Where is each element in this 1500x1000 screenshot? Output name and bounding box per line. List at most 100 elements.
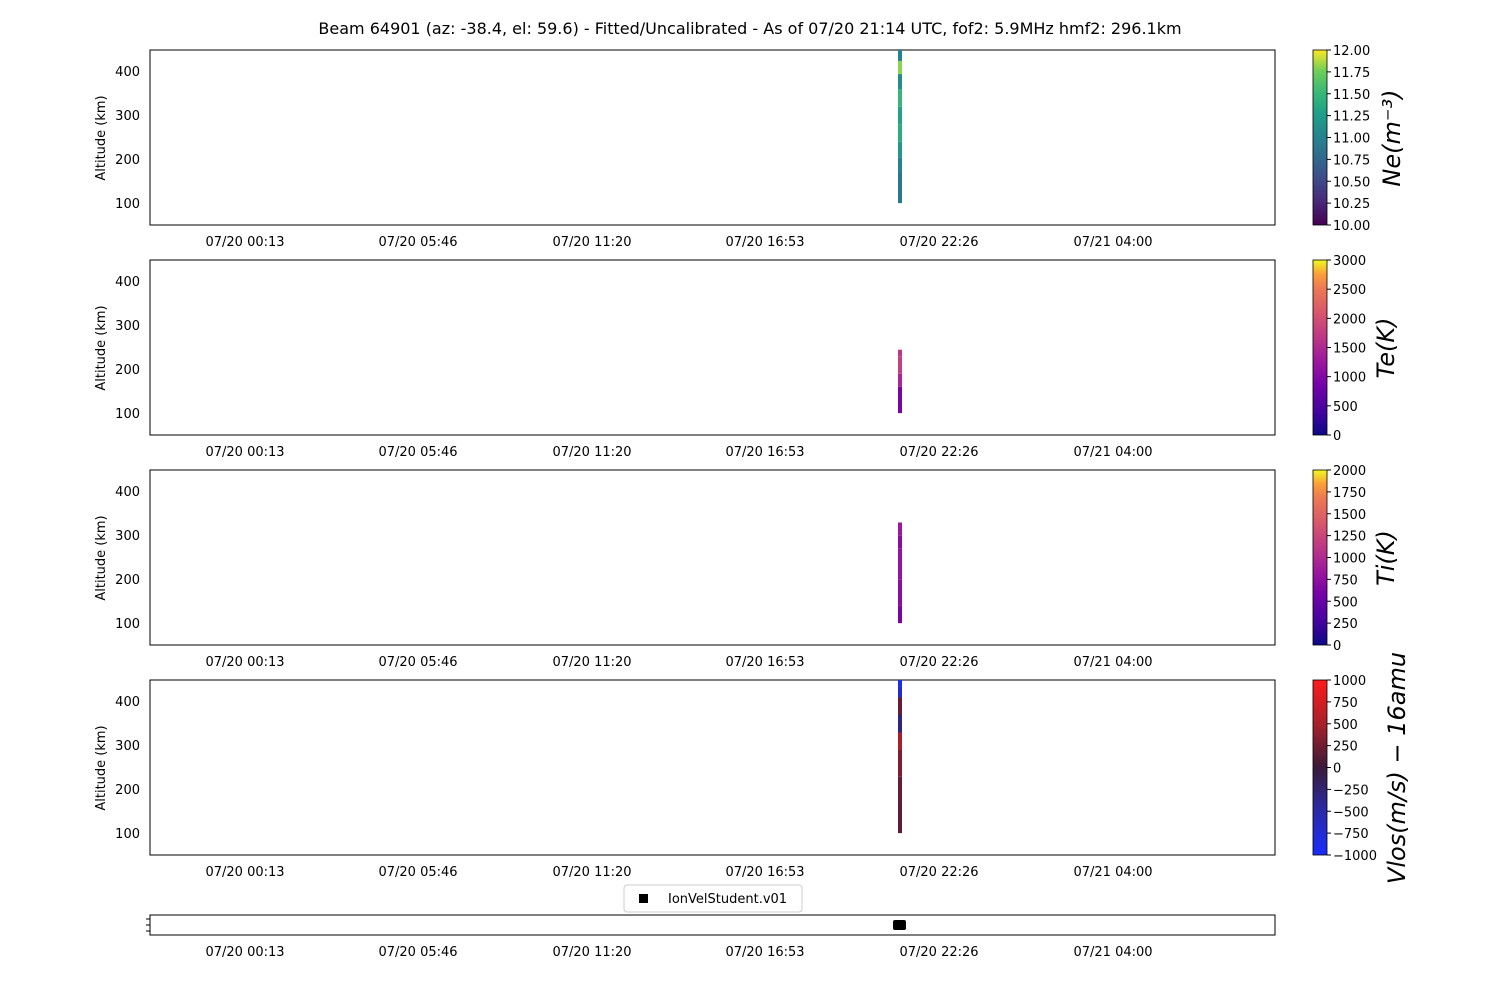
x-tick-label: 07/20 05:46 [378,865,457,880]
colorbar-label: Vlos(m/s) − 16amu [1383,652,1411,884]
colorbar-tick-label: 2000 [1333,312,1366,327]
heatmap-cell [898,776,902,803]
heatmap-cells [898,50,902,204]
heatmap-cell [898,356,902,374]
colorbar-tick-label: 10.75 [1333,153,1370,168]
heatmap-cell [898,605,902,624]
heatmap-cell [898,89,902,107]
colorbar-tick-label: 750 [1333,696,1358,711]
colorbar-tick-label: 11.50 [1333,88,1370,103]
x-tick-label: 07/20 05:46 [378,235,457,250]
colorbar-tick-label: 250 [1333,617,1358,632]
y-tick-label: 400 [115,695,140,710]
x-tick-label: 07/20 05:46 [378,945,457,960]
heatmap-cells [898,680,902,834]
heatmap-cell [898,172,902,204]
colorbar-tick-label: 10.50 [1333,175,1370,190]
colorbar [1312,469,1328,646]
x-tick-label: 07/20 22:26 [899,865,978,880]
heatmap-cell [898,373,902,387]
y-tick-label: 100 [115,617,140,632]
colorbar-tick-label: 1500 [1333,342,1366,357]
colorbar-tick-label: 10.25 [1333,197,1370,212]
y-tick-label: 400 [115,65,140,80]
heatmap-cell [898,74,902,90]
colorbar-tick-label: 1250 [1333,530,1366,545]
y-tick-label: 400 [115,275,140,290]
x-tick-label: 07/20 05:46 [378,655,457,670]
colorbar [1312,679,1328,856]
x-tick-label: 07/20 11:20 [552,445,631,460]
x-tick-label: 07/21 04:00 [1073,235,1152,250]
colorbar-tick-label: 11.00 [1333,132,1370,147]
indicator-strip: 07/20 00:13 07/20 05:46 07/20 11:20 07/2… [146,914,1276,960]
heatmap-cell [898,535,902,549]
y-tick-label: 300 [115,109,140,124]
strip-area [149,914,1276,936]
colorbar-tick-label: −1000 [1333,849,1377,864]
colorbar-tick-label: 500 [1333,400,1358,415]
heatmap-cell [898,686,902,698]
colorbar-ticks: 0 500 1000 1500 2000 2500 3000 [1327,254,1366,444]
heatmap-cell [898,124,902,142]
heatmap-cell [898,802,902,834]
y-tick-label: 300 [115,319,140,334]
colorbar-tick-label: 1000 [1333,674,1366,689]
heatmap-cell [898,349,902,357]
heatmap-cell [898,50,902,61]
legend-marker-square [639,894,648,903]
y-tick-label: 200 [115,153,140,168]
y-axis-label: Altitude (km) [94,725,109,810]
figure-title: Beam 64901 (az: -38.4, el: 59.6) - Fitte… [318,19,1181,38]
colorbar-tick-label: 1000 [1333,371,1366,386]
y-tick-label: 200 [115,363,140,378]
x-tick-label: 07/20 16:53 [725,945,804,960]
colorbar-tick-label: 500 [1333,595,1358,610]
fit-marker [893,920,906,930]
heatmap-cells [898,349,902,414]
colorbar [1312,259,1328,436]
y-tick-labels: 100 200 300 400 [115,65,140,212]
x-tick-label: 07/20 11:20 [552,945,631,960]
x-tick-label: 07/21 04:00 [1073,865,1152,880]
colorbar-tick-label: 0 [1333,639,1341,654]
x-tick-label: 07/20 22:26 [899,945,978,960]
colorbar-tick-label: 2000 [1333,464,1366,479]
x-tick-label: 07/20 00:13 [205,865,284,880]
y-tick-label: 100 [115,827,140,842]
heatmap-cell [898,680,902,687]
colorbar-ticks: 10.00 10.25 10.50 10.75 11.00 11.25 11.50 11.75… [1327,44,1370,234]
y-tick-labels: 100 200 300 400 [115,695,140,842]
x-tick-label: 07/20 11:20 [552,235,631,250]
y-tick-labels: 100 200 300 400 [115,275,140,422]
colorbar [1312,49,1328,226]
legend: IonVelStudent.v01 [623,884,803,913]
colorbar-tick-label: 750 [1333,573,1358,588]
x-tick-label: 07/20 16:53 [725,235,804,250]
heatmap-cell [898,715,902,733]
legend-box [623,884,803,913]
colorbar-tick-label: 1000 [1333,552,1366,567]
heatmap-cell [898,548,902,580]
colorbar-tick-label: 0 [1333,429,1341,444]
x-tick-labels: 07/20 00:13 07/20 05:46 07/20 11:20 07/2… [205,235,1152,250]
y-tick-label: 100 [115,407,140,422]
plot-area [149,469,1276,646]
heatmap-cell [898,750,902,777]
y-axis-label: Altitude (km) [94,95,109,180]
colorbar-label: Te(K) [1372,318,1400,379]
y-axis-label: Altitude (km) [94,305,109,390]
colorbar-tick-label: 10.00 [1333,219,1370,234]
plot-area [149,679,1276,856]
heatmap-cell [898,522,902,536]
colorbar-tick-label: −500 [1333,805,1369,820]
x-tick-labels: 07/20 00:13 07/20 05:46 07/20 11:20 07/2… [205,945,1152,960]
x-tick-labels: 07/20 00:13 07/20 05:46 07/20 11:20 07/2… [205,445,1152,460]
heatmap-cell [898,157,902,173]
x-tick-label: 07/20 22:26 [899,445,978,460]
colorbar-tick-label: 12.00 [1333,44,1370,59]
y-tick-label: 200 [115,573,140,588]
panel-ti: 100 200 300 400 Altitude (km) 07/20 00:1… [94,464,1400,670]
panel-ne: 100 200 300 400 Altitude (km) 07/20 00:1… [94,44,1406,250]
